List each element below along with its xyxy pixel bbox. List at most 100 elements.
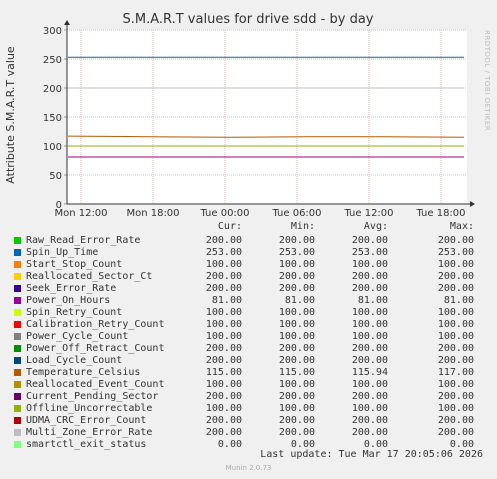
smart-chart: S.M.A.R.T values for drive sdd - by day …: [4, 12, 475, 219]
legend-swatch: [14, 297, 21, 304]
legend-avg-value: 100.00: [351, 319, 388, 330]
legend-avg-value: 100.00: [351, 403, 388, 414]
legend-max-value: 200.00: [437, 283, 474, 294]
header-min: Min:: [290, 221, 315, 232]
legend-series-name: Reallocated_Sector_Ct: [26, 271, 153, 282]
legend-series-name: smartctl_exit_status: [26, 439, 147, 450]
legend-row: Power_Off_Retract_Count 200.00 200.00 200.0…: [0, 343, 497, 355]
x-tick-label: Tue 06:00: [271, 208, 321, 219]
y-tick-labels: 0 50 100 150 200 250 300: [43, 26, 62, 211]
legend-min-value: 200.00: [278, 283, 315, 294]
legend-min-value: 100.00: [278, 379, 315, 390]
legend-row: Spin_Retry_Count 100.00 100.00 100.00 100.00: [0, 307, 497, 319]
x-tick-labels: Mon 12:00 Mon 18:00 Tue 00:00 Tue 06:00 Tue …: [54, 208, 465, 219]
legend-cur-value: 81.00: [211, 295, 242, 306]
series-line-temperature-celsius: [67, 135, 465, 138]
legend-cur-value: 200.00: [205, 283, 242, 294]
legend-max-value: 200.00: [437, 391, 474, 402]
munin-version: Munin 2.0.73: [225, 464, 272, 472]
rrdtool-watermark: RRDTOOL / TOBI OETIKER: [483, 30, 491, 132]
legend-min-value: 100.00: [278, 319, 315, 330]
y-axis-label: Attribute S.M.A.R.T value: [4, 46, 17, 184]
legend-series-name: Power_Off_Retract_Count: [26, 343, 165, 354]
header-max: Max:: [449, 221, 474, 232]
y-axis-arrow: [64, 20, 70, 25]
legend-swatch: [14, 345, 21, 352]
legend-max-value: 100.00: [437, 319, 474, 330]
legend-avg-value: 200.00: [351, 415, 388, 426]
legend-max-value: 100.00: [437, 403, 474, 414]
legend-min-value: 115.00: [278, 367, 315, 378]
legend-avg-value: 200.00: [351, 271, 388, 282]
x-tick-label: Tue 00:00: [199, 208, 249, 219]
legend-row: Reallocated_Sector_Ct 200.00 200.00 200.00 2…: [0, 271, 497, 283]
legend-row: Reallocated_Event_Count 100.00 100.00 100.0…: [0, 379, 497, 391]
legend-cur-value: 100.00: [205, 319, 242, 330]
legend-min-value: 100.00: [278, 331, 315, 342]
legend-row: Temperature_Celsius 115.00 115.00 115.94 117…: [0, 367, 497, 379]
legend-swatch: [14, 273, 21, 280]
legend-avg-value: 115.94: [351, 367, 388, 378]
legend-cur-value: 200.00: [205, 343, 242, 354]
legend-series-name: Spin_Retry_Count: [26, 307, 123, 318]
legend-row: smartctl_exit_status 0.00 0.00 0.00 0.00: [0, 439, 497, 451]
legend-max-value: 200.00: [437, 415, 474, 426]
chart-title: S.M.A.R.T values for drive sdd - by day: [123, 12, 374, 27]
legend-swatch: [14, 249, 21, 256]
legend-cur-value: 100.00: [205, 403, 242, 414]
legend-cur-value: 115.00: [205, 367, 242, 378]
legend-swatch: [14, 369, 21, 376]
legend-avg-value: 0.00: [363, 439, 388, 450]
legend-row: Multi_Zone_Error_Rate 200.00 200.00 200.00 2…: [0, 427, 497, 439]
legend-avg-value: 200.00: [351, 391, 388, 402]
legend-row: Calibration_Retry_Count 100.00 100.00 100.0…: [0, 319, 497, 331]
legend-series-name: Load_Cycle_Count: [26, 355, 123, 366]
last-update-text: Last update: Tue Mar 17 20:05:06 2026: [260, 449, 483, 460]
legend-min-value: 200.00: [278, 355, 315, 366]
legend-avg-value: 200.00: [351, 343, 388, 354]
legend-cur-value: 0.00: [217, 439, 242, 450]
legend-avg-value: 100.00: [351, 307, 388, 318]
legend-cur-value: 200.00: [205, 427, 242, 438]
legend-max-value: 0.00: [449, 439, 474, 450]
legend-min-value: 100.00: [278, 307, 315, 318]
x-tick-label: Tue 12:00: [343, 208, 393, 219]
legend-cur-value: 100.00: [205, 259, 242, 270]
legend-swatch: [14, 405, 21, 412]
legend-row: Seek_Error_Rate 200.00 200.00 200.00 200.00: [0, 283, 497, 295]
legend-row: UDMA_CRC_Error_Count 200.00 200.00 200.00 20…: [0, 415, 497, 427]
legend-max-value: 100.00: [437, 379, 474, 390]
legend-avg-value: 253.00: [351, 247, 388, 258]
legend-cur-value: 200.00: [205, 391, 242, 402]
y-tick-label: 0: [56, 200, 62, 211]
legend-max-value: 253.00: [437, 247, 474, 258]
legend-series-name: Temperature_Celsius: [26, 367, 141, 378]
legend-header-row: Cur: Min: Avg: Max:: [0, 221, 497, 233]
legend-min-value: 200.00: [278, 427, 315, 438]
y-tick-label: 150: [43, 113, 62, 124]
axes: [64, 20, 475, 207]
legend-max-value: 200.00: [437, 235, 474, 246]
legend-max-value: 100.00: [437, 331, 474, 342]
legend-min-value: 200.00: [278, 271, 315, 282]
legend-swatch: [14, 321, 21, 328]
legend-min-value: 0.00: [290, 439, 315, 450]
legend-min-value: 253.00: [278, 247, 315, 258]
legend-cur-value: 100.00: [205, 379, 242, 390]
x-tick-label: Tue 18:00: [415, 208, 465, 219]
y-tick-label: 100: [43, 142, 62, 153]
legend-row: Start_Stop_Count 100.00 100.00 100.00 100.00: [0, 259, 497, 271]
legend-cur-value: 100.00: [205, 331, 242, 342]
y-tick-label: 200: [43, 84, 62, 95]
legend-swatch: [14, 261, 21, 268]
legend-row: Load_Cycle_Count 200.00 200.00 200.00 200.00: [0, 355, 497, 367]
legend-series-name: Offline_Uncorrectable: [26, 403, 153, 414]
header-avg: Avg:: [363, 221, 388, 232]
legend-series-name: Multi_Zone_Error_Rate: [26, 427, 153, 438]
legend-row: Raw_Read_Error_Rate 200.00 200.00 200.00 200…: [0, 235, 497, 247]
legend-row: Power_On_Hours 81.00 81.00 81.00 81.00: [0, 295, 497, 307]
legend-swatch: [14, 333, 21, 340]
legend-swatch: [14, 393, 21, 400]
legend-max-value: 100.00: [437, 307, 474, 318]
legend-max-value: 100.00: [437, 259, 474, 270]
